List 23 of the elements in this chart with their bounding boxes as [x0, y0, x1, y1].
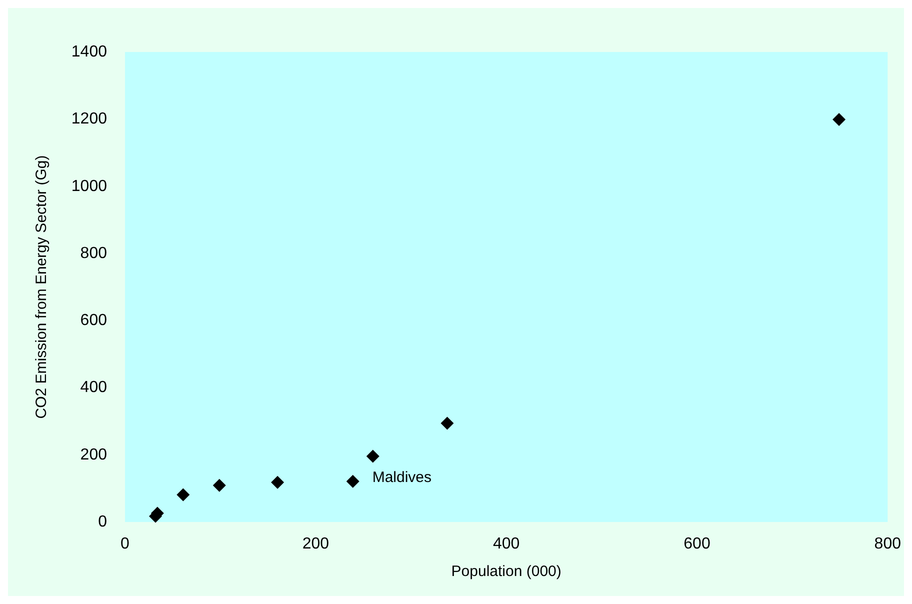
annotation: Maldives — [372, 468, 432, 486]
x-tick-label: 400 — [492, 536, 520, 552]
x-tick-label: 800 — [874, 536, 902, 552]
y-tick-label: 800 — [80, 244, 108, 262]
x-tick-label: 0 — [120, 536, 130, 552]
y-tick-label: 0 — [98, 514, 108, 530]
point — [271, 476, 284, 489]
y-axis-title: CO2 Emission from Energy Sector (Gg) — [33, 155, 50, 419]
point — [832, 112, 846, 126]
point — [440, 416, 454, 430]
y-tick-label: 200 — [80, 446, 108, 464]
y-tick-label: 1000 — [71, 178, 108, 195]
y-tick-label: 400 — [80, 379, 108, 396]
y-tick-label: 600 — [80, 312, 108, 330]
point — [366, 450, 380, 463]
x-axis-title: Population (000) — [451, 563, 562, 580]
y-tick-label: 1200 — [71, 110, 108, 128]
point — [176, 488, 190, 502]
point — [346, 474, 360, 488]
point — [212, 478, 226, 492]
x-tick-label: 600 — [684, 536, 710, 552]
y-tick-label: 1400 — [71, 44, 108, 60]
x-tick-label: 200 — [302, 536, 330, 552]
